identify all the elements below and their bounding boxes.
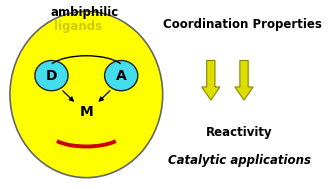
- Text: M: M: [79, 105, 93, 119]
- Text: ambiphilic: ambiphilic: [50, 6, 119, 19]
- Text: ligands: ligands: [54, 20, 102, 33]
- Ellipse shape: [10, 11, 163, 178]
- Text: Catalytic applications: Catalytic applications: [168, 154, 310, 167]
- Ellipse shape: [35, 60, 68, 91]
- FancyArrow shape: [202, 60, 220, 100]
- Text: Reactivity: Reactivity: [206, 126, 272, 139]
- Text: A: A: [116, 69, 126, 83]
- FancyArrow shape: [235, 60, 253, 100]
- Ellipse shape: [105, 60, 138, 91]
- Text: D: D: [46, 69, 57, 83]
- Text: Coordination Properties: Coordination Properties: [163, 18, 322, 31]
